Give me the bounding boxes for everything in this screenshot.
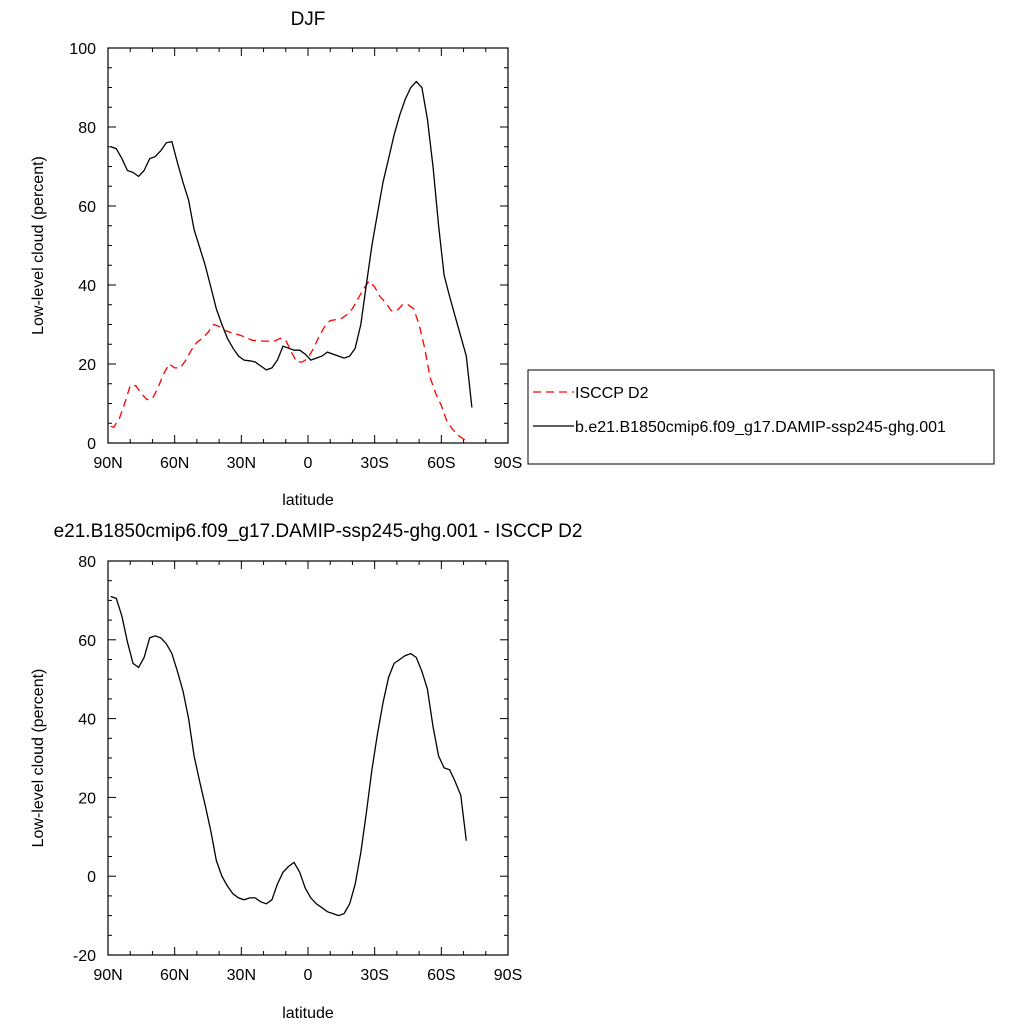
plot-frame	[107, 47, 509, 444]
chart-panel-2: e21.B1850cmip6.f09_g17.DAMIP-ssp245-ghg.…	[30, 521, 582, 1022]
x-tick-label: 30S	[360, 967, 388, 984]
y-tick-label: 20	[78, 790, 96, 807]
legend-label: b.e21.B1850cmip6.f09_g17.DAMIP-ssp245-gh…	[575, 419, 946, 436]
series-line-difference	[110, 595, 467, 917]
x-tick-label: 90S	[494, 967, 522, 984]
legend: ISCCP D2 b.e21.B1850cmip6.f09_g17.DAMIP-s…	[527, 369, 995, 465]
legend-label: ISCCP D2	[575, 385, 649, 402]
x-tick-label: 60N	[160, 967, 189, 984]
y-axis-label: Low-level cloud (percent)	[30, 156, 47, 335]
x-tick-label: 60S	[427, 455, 455, 472]
y-tick-label: 60	[78, 633, 96, 650]
y-tick-label: 80	[78, 554, 96, 571]
y-tick-label: 40	[78, 712, 96, 729]
x-tick-label: 30N	[227, 967, 256, 984]
legend-box	[527, 369, 995, 465]
y-tick-label: 0	[87, 869, 96, 886]
x-tick-label: 60S	[427, 967, 455, 984]
y-tick-label: 100	[69, 41, 96, 58]
x-tick-label: 90S	[494, 455, 522, 472]
y-tick-label: -20	[73, 948, 96, 965]
x-tick-label: 60N	[160, 455, 189, 472]
x-tick-label: 90N	[93, 455, 122, 472]
y-tick-label: 20	[78, 357, 96, 374]
series-line-isccp-d2	[110, 280, 470, 444]
plot-frame	[107, 560, 509, 956]
y-tick-label: 0	[87, 436, 96, 453]
chart-title: e21.B1850cmip6.f09_g17.DAMIP-ssp245-ghg.…	[54, 521, 583, 542]
y-tick-label: 60	[78, 199, 96, 216]
x-tick-label: 0	[304, 967, 313, 984]
x-tick-label: 0	[304, 455, 313, 472]
y-tick-label: 40	[78, 278, 96, 295]
chart-panel-1: DJF 0 20 40 60 80 100 90N 60N 30N 0 30S 60S 90S latitu…	[30, 9, 995, 509]
x-axis-label: latitude	[282, 1005, 334, 1022]
x-tick-label: 30N	[227, 455, 256, 472]
x-tick-label: 30S	[360, 455, 388, 472]
series-line-b-e21-b1850cmip6-f09-g17-damip-ssp245-ghg-001	[110, 80, 473, 408]
x-axis-label: latitude	[282, 492, 334, 509]
chart-title: DJF	[291, 9, 326, 30]
x-tick-label: 90N	[93, 967, 122, 984]
y-axis-label: Low-level cloud (percent)	[30, 669, 47, 848]
y-tick-label: 80	[78, 120, 96, 137]
